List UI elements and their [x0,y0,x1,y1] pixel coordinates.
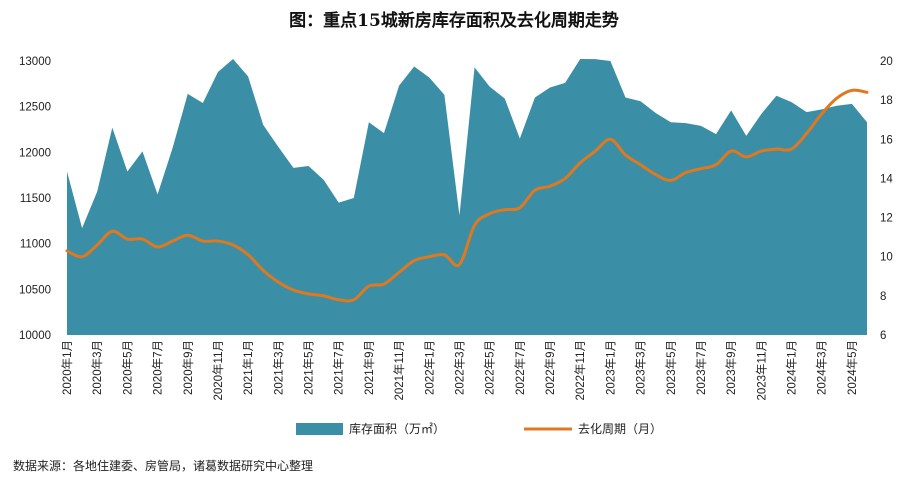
y-left-tick-label: 13000 [19,56,51,68]
x-tick-label: 2024年3月 [815,340,829,395]
x-tick-label: 2022年5月 [483,340,497,395]
y-left-tick-label: 11000 [20,239,51,251]
x-tick-label: 2020年5月 [120,340,134,395]
y-right-tick-label: 8 [880,291,886,303]
x-axis: 2020年1月 2020年3月 2020年5月 2020年7月 2020年9月 2020年… [60,340,859,401]
x-tick-label: 2022年3月 [452,340,466,395]
x-tick-label: 2023年11月 [754,340,768,401]
x-tick-label: 2024年1月 [785,340,799,395]
x-tick-label: 2020年11月 [211,340,225,401]
y-right-tick-label: 12 [880,213,893,225]
legend-label-inventory: 库存面积（万㎡） [349,421,445,436]
x-tick-label: 2023年3月 [634,340,648,395]
area-series-inventory [67,59,867,335]
x-tick-label: 2021年1月 [241,340,255,395]
x-tick-label: 2023年5月 [664,340,678,395]
x-tick-label: 2023年1月 [603,340,617,395]
y-right-tick-label: 16 [880,134,893,146]
y-right-tick-label: 6 [880,330,886,342]
x-tick-label: 2022年9月 [543,340,557,395]
y-right-tick-label: 18 [880,95,893,107]
x-tick-label: 2022年11月 [573,340,587,401]
x-tick-label: 2023年9月 [724,340,738,395]
y-left-tick-label: 12500 [19,102,51,114]
y-axis-left: 10000 10500 11000 11500 12000 12500 13000 [19,56,51,342]
x-tick-label: 2020年9月 [181,340,195,395]
x-tick-label: 2020年3月 [90,340,104,395]
chart-title: 图：重点15城新房库存面积及去化周期走势 [289,10,619,31]
x-tick-label: 2023年7月 [694,340,708,395]
x-tick-label: 2022年7月 [513,340,527,395]
source-note: 数据来源：各地住建委、房管局，诸葛数据研究中心整理 [13,458,313,473]
y-left-tick-label: 11500 [20,193,51,205]
x-tick-label: 2021年11月 [392,340,406,401]
x-tick-label: 2024年5月 [845,340,859,395]
x-tick-label: 2020年7月 [151,340,165,395]
legend-label-cycle: 去化周期（月） [578,422,662,436]
x-tick-label: 2021年7月 [332,340,346,395]
x-tick-label: 2021年3月 [271,340,285,395]
y-left-tick-label: 12000 [19,147,51,159]
x-tick-label: 2020年1月 [60,340,74,395]
x-tick-label: 2022年1月 [422,340,436,395]
line-series-destocking-cycle [65,88,869,303]
legend: 库存面积（万㎡） 去化周期（月） [296,421,662,436]
x-tick-label: 2021年5月 [302,340,316,395]
y-right-tick-label: 10 [880,252,893,264]
y-axis-right: 6 8 10 12 14 16 18 20 [880,56,893,342]
y-right-tick-label: 20 [880,56,893,68]
plot-area [65,59,869,335]
x-tick-label: 2021年9月 [362,340,376,395]
legend-swatch-inventory [296,423,343,435]
y-right-tick-label: 14 [880,173,893,185]
y-left-tick-label: 10500 [19,284,51,296]
y-left-tick-label: 10000 [19,330,51,342]
